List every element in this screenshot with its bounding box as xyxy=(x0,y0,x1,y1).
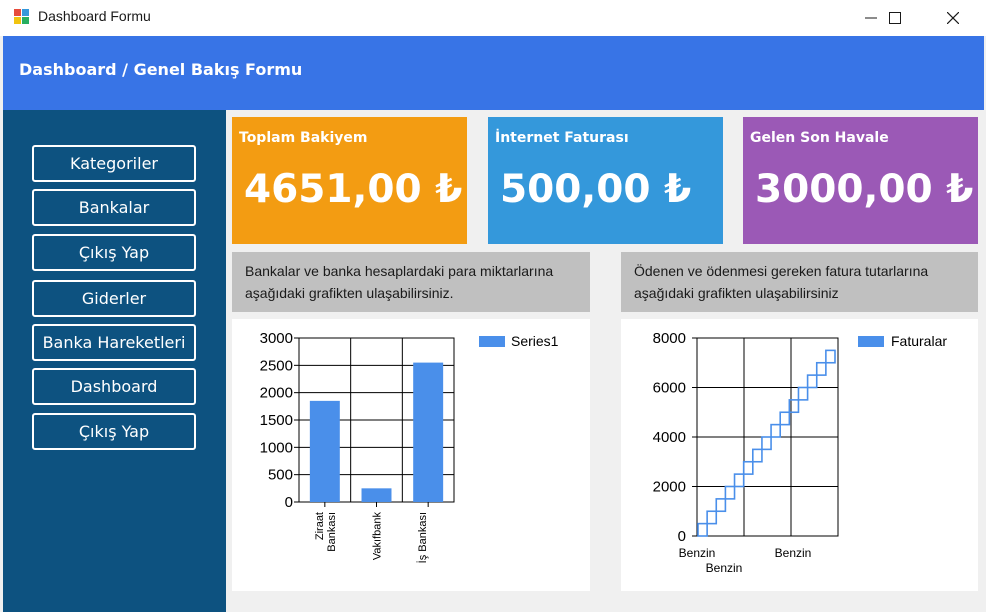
y-tick-label: 1500 xyxy=(260,412,293,429)
sidebar-item-banka-hareketleri[interactable]: Banka Hareketleri xyxy=(32,324,196,361)
legend-label: Faturalar xyxy=(891,333,947,349)
close-button[interactable] xyxy=(930,0,976,36)
step-segment xyxy=(825,349,836,364)
card-title: İnternet Faturası xyxy=(495,130,629,146)
banks-description-box: Bankalar ve banka hesaplardaki para mikt… xyxy=(232,252,590,312)
page-title: Dashboard / Genel Bakış Formu xyxy=(19,60,303,79)
bills-description-box: Ödenen ve ödenmesi gereken fatura tutarl… xyxy=(621,252,978,312)
x-tick-label: Benzin xyxy=(679,546,716,560)
sidebar-item-cikis-yap-2[interactable]: Çıkış Yap xyxy=(32,413,196,450)
step-segment xyxy=(733,473,745,488)
step-segment xyxy=(752,448,763,463)
minimize-icon xyxy=(865,17,877,19)
step-segment xyxy=(715,498,727,513)
bills-chart-panel: 0 2000 4000 6000 8000 Benzin Benzin Benzin Fatur… xyxy=(621,319,978,591)
plot-border xyxy=(696,337,839,537)
y-tick-label: 2000 xyxy=(260,385,293,402)
card-internet-faturasi: İnternet Faturası 500,00 ₺ xyxy=(488,117,723,244)
step-segment xyxy=(779,411,791,426)
page-header: Dashboard / Genel Bakış Formu xyxy=(3,36,984,110)
step-segment xyxy=(788,399,800,414)
step-segment xyxy=(770,423,781,438)
legend-swatch xyxy=(858,336,884,347)
x-tick-label: İş Bankası xyxy=(416,512,429,563)
y-tick-label: 0 xyxy=(678,528,686,545)
x-tick-label: Benzin xyxy=(775,546,812,560)
bar xyxy=(361,488,392,502)
y-tick-label: 8000 xyxy=(653,330,686,347)
y-tick-label: 3000 xyxy=(260,330,293,347)
card-value: 500,00 ₺ xyxy=(500,167,692,212)
legend-swatch xyxy=(479,336,505,347)
bar xyxy=(413,362,444,502)
y-tick-label: 2500 xyxy=(260,357,293,374)
y-tick-label: 500 xyxy=(268,467,293,484)
banks-bar-chart: 0 500 1000 1500 2000 2500 3000 ZiraatBankası Vak… xyxy=(260,330,559,563)
card-toplam-bakiye: Toplam Bakiyem 4651,00 ₺ xyxy=(232,117,467,244)
sidebar-item-cikis-yap[interactable]: Çıkış Yap xyxy=(32,234,196,271)
card-value: 4651,00 ₺ xyxy=(244,167,463,212)
maximize-icon xyxy=(889,12,901,24)
close-icon xyxy=(947,12,959,24)
y-tick-label: 1000 xyxy=(260,439,293,456)
sidebar-item-kategoriler[interactable]: Kategoriler xyxy=(32,145,196,182)
card-title: Toplam Bakiyem xyxy=(239,130,368,146)
minimize-button[interactable] xyxy=(848,0,894,36)
sidebar-item-dashboard[interactable]: Dashboard xyxy=(32,368,196,405)
y-tick-label: 6000 xyxy=(653,380,686,397)
step-segment xyxy=(724,485,736,500)
maximize-button[interactable] xyxy=(872,0,918,36)
sidebar: Kategoriler Bankalar Çıkış Yap Giderler … xyxy=(3,110,226,612)
x-tick-label: ZiraatBankası xyxy=(314,512,338,552)
app-icon xyxy=(14,9,30,25)
step-segment xyxy=(806,374,818,389)
sidebar-item-bankalar[interactable]: Bankalar xyxy=(32,189,196,226)
card-gelen-son-havale: Gelen Son Havale 3000,00 ₺ xyxy=(743,117,978,244)
x-tick-label: Benzin xyxy=(706,561,743,575)
y-tick-label: 0 xyxy=(285,494,293,511)
y-tick-label: 2000 xyxy=(653,479,686,496)
bills-description: Ödenen ve ödenmesi gereken fatura tutarl… xyxy=(634,263,929,301)
sidebar-item-giderler[interactable]: Giderler xyxy=(32,280,196,317)
step-segment xyxy=(706,510,718,525)
bar xyxy=(309,400,340,502)
step-segment xyxy=(815,361,827,376)
card-title: Gelen Son Havale xyxy=(750,130,889,146)
legend-label: Series1 xyxy=(511,333,559,349)
step-segment xyxy=(697,522,708,537)
x-tick-label: Vakıfbank xyxy=(372,512,384,561)
window-title: Dashboard Formu xyxy=(38,8,151,24)
step-segment xyxy=(797,386,809,401)
banks-chart-panel: 0 500 1000 1500 2000 2500 3000 ZiraatBankası Vak… xyxy=(232,319,590,591)
window-titlebar: Dashboard Formu xyxy=(0,0,986,36)
step-segment xyxy=(761,436,772,451)
y-tick-label: 4000 xyxy=(653,429,686,446)
step-segment xyxy=(742,460,754,475)
banks-description: Bankalar ve banka hesaplardaki para mikt… xyxy=(245,263,554,301)
card-value: 3000,00 ₺ xyxy=(755,167,974,212)
